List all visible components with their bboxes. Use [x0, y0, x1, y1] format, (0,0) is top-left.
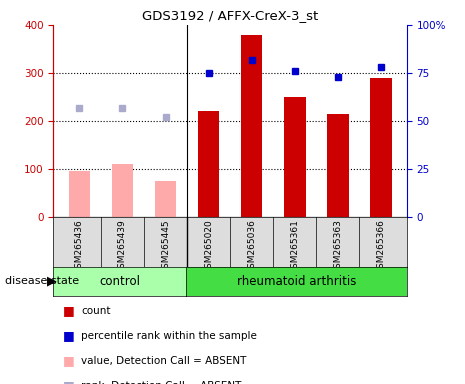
Text: control: control	[99, 275, 140, 288]
Text: ■: ■	[63, 354, 74, 367]
Bar	[327, 114, 349, 217]
Text: GSM265439: GSM265439	[118, 220, 127, 274]
Text: GSM265436: GSM265436	[75, 220, 84, 274]
Text: GSM265366: GSM265366	[377, 220, 385, 274]
Title: GDS3192 / AFFX-CreX-3_st: GDS3192 / AFFX-CreX-3_st	[142, 9, 319, 22]
Text: GSM265445: GSM265445	[161, 220, 170, 274]
Bar	[241, 35, 263, 217]
Text: disease state: disease state	[5, 276, 79, 286]
Bar	[155, 181, 176, 217]
Text: count: count	[81, 306, 111, 316]
Text: percentile rank within the sample: percentile rank within the sample	[81, 331, 257, 341]
Bar	[198, 111, 219, 217]
Text: GSM265036: GSM265036	[247, 220, 256, 274]
Bar	[112, 164, 133, 217]
Text: GSM265361: GSM265361	[290, 220, 299, 274]
Text: ■: ■	[63, 305, 74, 318]
Text: GSM265363: GSM265363	[333, 220, 342, 274]
Bar	[370, 78, 392, 217]
Text: rank, Detection Call = ABSENT: rank, Detection Call = ABSENT	[81, 381, 242, 384]
Text: value, Detection Call = ABSENT: value, Detection Call = ABSENT	[81, 356, 247, 366]
Text: ■: ■	[63, 379, 74, 384]
Bar	[68, 171, 90, 217]
Text: ■: ■	[63, 329, 74, 343]
Text: rheumatoid arthritis: rheumatoid arthritis	[237, 275, 356, 288]
Text: GSM265020: GSM265020	[204, 220, 213, 274]
Text: ▶: ▶	[47, 275, 57, 288]
Bar	[284, 97, 306, 217]
